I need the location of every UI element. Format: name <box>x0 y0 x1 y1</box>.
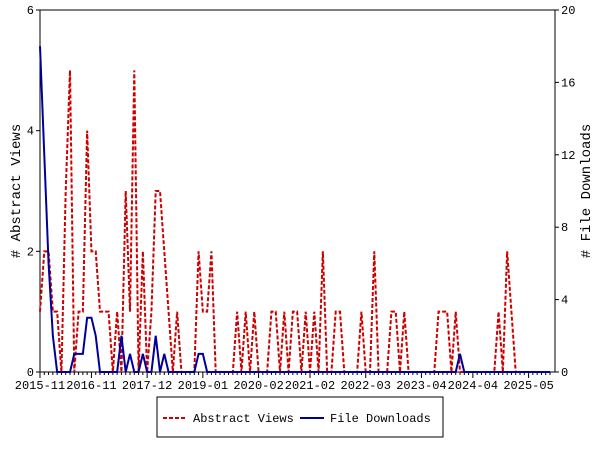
series-line <box>39 70 550 373</box>
x-tick-label: 2016-11 <box>66 379 116 393</box>
series-line <box>39 46 550 373</box>
y2-tick-label: 4 <box>561 294 568 308</box>
y2-tick-label: 16 <box>561 76 575 90</box>
y2-tick-label: 8 <box>561 221 568 235</box>
y-axis-label: # Abstract Views <box>9 124 25 258</box>
y2-tick-label: 0 <box>561 366 568 380</box>
x-tick-label: 2015-11 <box>15 379 65 393</box>
y-tick-label: 2 <box>27 245 34 259</box>
y2-tick-label: 20 <box>561 4 575 18</box>
legend-label: File Downloads <box>330 412 431 426</box>
x-tick-label: 2019-01 <box>178 379 228 393</box>
y2-axis-label: # File Downloads <box>579 124 595 258</box>
x-tick-label: 2023-04 <box>396 379 446 393</box>
y-tick-label: 0 <box>27 366 34 380</box>
y-tick-label: 4 <box>27 125 34 139</box>
y2-tick-label: 12 <box>561 149 575 163</box>
legend-box <box>156 396 444 438</box>
x-tick-label: 2024-04 <box>448 379 498 393</box>
y-tick-label: 6 <box>27 4 34 18</box>
x-tick-label: 2020-02 <box>233 379 283 393</box>
x-tick-label: 2025-05 <box>503 379 553 393</box>
x-tick-label: 2017-12 <box>122 379 172 393</box>
x-tick-label: 2022-03 <box>341 379 391 393</box>
x-tick-label: 2021-02 <box>285 379 335 393</box>
legend-label: Abstract Views <box>193 412 294 426</box>
